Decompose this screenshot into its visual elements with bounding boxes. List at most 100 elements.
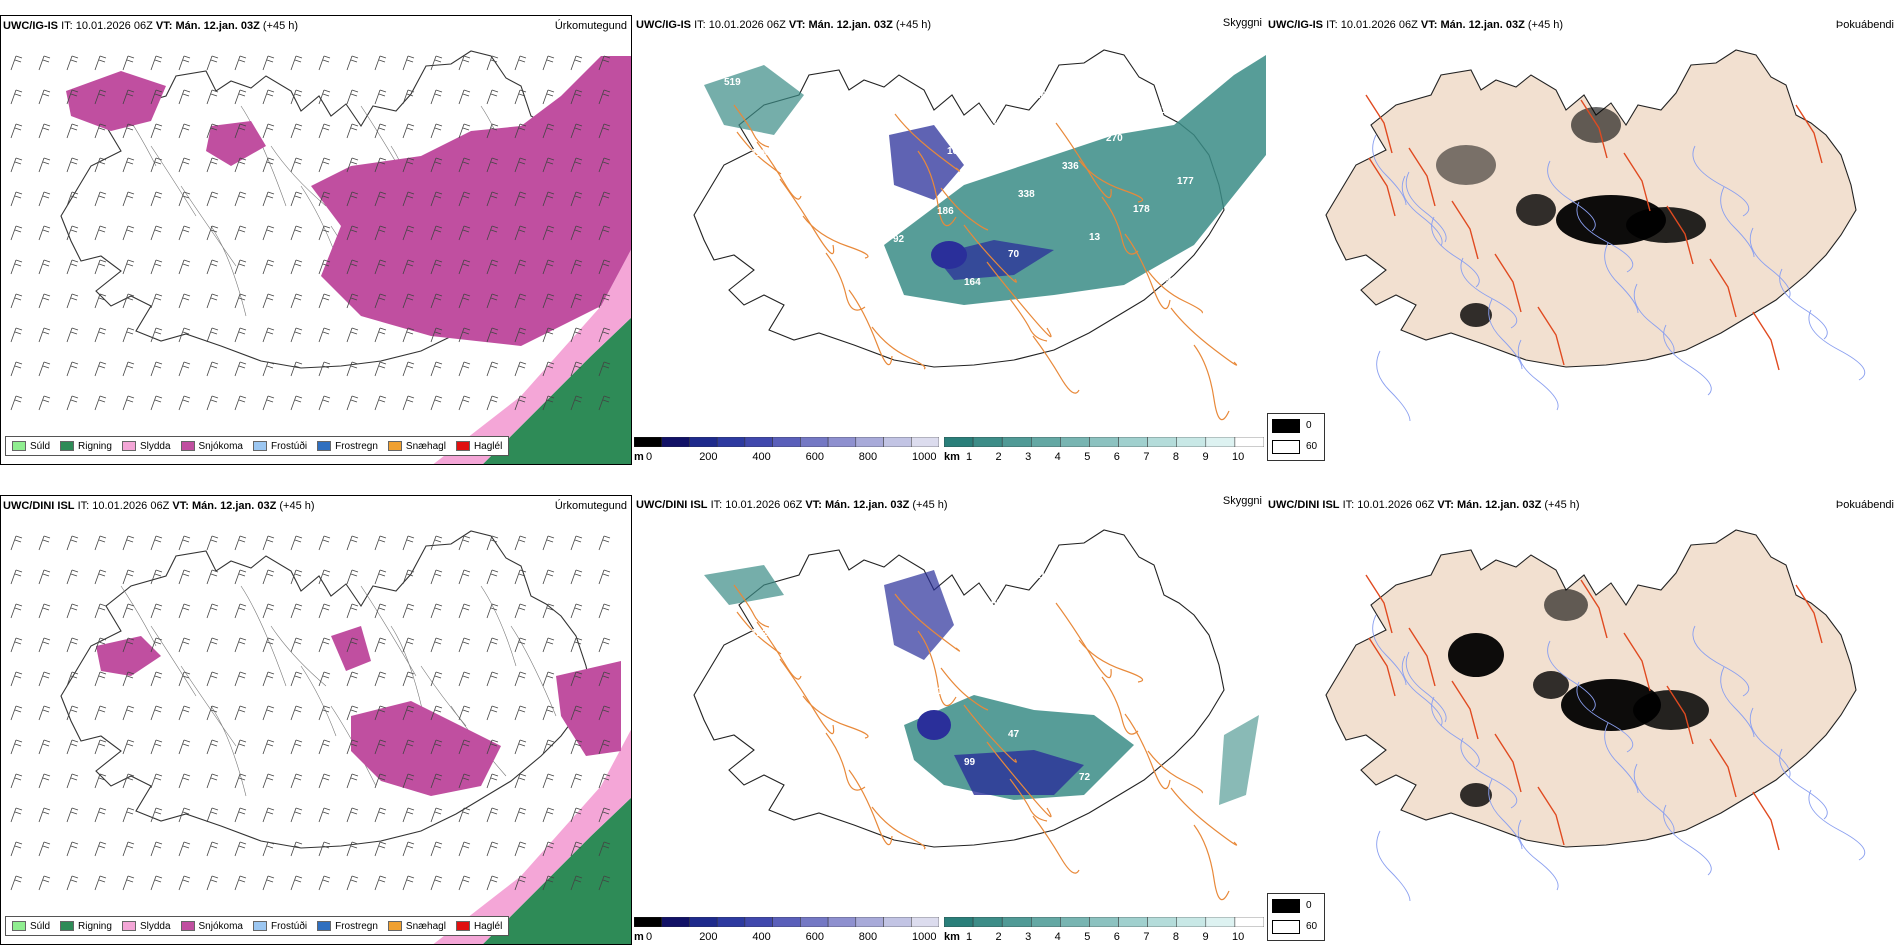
wind-barb-flag [99, 259, 107, 263]
wind-barb-staff [402, 361, 409, 377]
wind-barb-flag [462, 539, 470, 543]
legend-label: Slydda [139, 920, 171, 932]
wind-barb [542, 841, 555, 857]
wind-barb-flag [71, 89, 79, 93]
wind-barb-staff [598, 395, 605, 411]
wind-barb-staff [94, 157, 101, 173]
wind-barb-staff [234, 55, 241, 71]
wind-barb-staff [290, 327, 297, 343]
wind-barb-flag [126, 879, 134, 883]
wind-barb [38, 293, 51, 309]
wind-barb-flag [406, 331, 414, 335]
wind-barb-flag [210, 161, 218, 165]
wind-barb-flag [266, 743, 274, 747]
colorbar-unit: m [634, 931, 644, 943]
terrain-line [150, 625, 197, 697]
wind-barb-staff [290, 739, 297, 755]
wind-barb-staff [598, 773, 605, 789]
wind-barb-flag [379, 259, 387, 263]
wind-barb-staff [262, 191, 269, 207]
wind-barb-flag [154, 845, 162, 849]
road [1368, 637, 1396, 697]
wind-barb [346, 739, 359, 755]
road [871, 326, 926, 370]
wind-barb-flag [351, 361, 359, 365]
wind-barb-flag [575, 327, 583, 331]
wind-barb-staff [10, 225, 17, 241]
wind-barb [66, 89, 79, 105]
wind-barb-staff [458, 841, 465, 857]
wind-barb-staff [122, 773, 129, 789]
wind-barb-flag [155, 191, 163, 195]
wind-barb-staff [178, 875, 185, 891]
wind-barb-flag [126, 331, 134, 335]
wind-barb-flag [463, 807, 471, 811]
wind-barb-flag [238, 675, 246, 679]
wind-barb-flag [126, 161, 134, 165]
wind-barb [514, 123, 527, 139]
wind-barb-flag [462, 195, 470, 199]
wind-barb-flag [574, 709, 582, 713]
wind-barb-flag [574, 297, 582, 301]
wind-barb-flag [322, 297, 330, 301]
wind-barb-staff [94, 875, 101, 891]
wind-barb-flag [267, 225, 275, 229]
wind-barb-staff [234, 705, 241, 721]
wind-barb-flag [210, 879, 218, 883]
wind-barb [262, 841, 275, 857]
wind-barb [94, 773, 107, 789]
wind-barb-flag [70, 743, 78, 747]
wind-barb-flag [183, 535, 191, 539]
wind-barb-flag [378, 539, 386, 543]
river [1372, 134, 1407, 206]
wind-barb-flag [127, 535, 135, 539]
wind-barb-flag [154, 59, 162, 63]
wind-barb-flag [490, 263, 498, 267]
wind-barb-flag [211, 259, 219, 263]
wind-barb-staff [374, 603, 381, 619]
wind-barb-flag [490, 93, 498, 97]
wind-barb-flag [490, 331, 498, 335]
wind-barb [66, 225, 79, 241]
wind-barb-flag [43, 875, 51, 879]
wind-barb [374, 293, 387, 309]
wind-barb [318, 773, 331, 789]
wind-barb-flag [547, 637, 555, 641]
wind-barb-flag [239, 603, 247, 607]
wind-barb-flag [294, 297, 302, 301]
wind-barb-flag [294, 263, 302, 267]
wind-barb-flag [294, 811, 302, 815]
wind-barb-flag [462, 263, 470, 267]
wind-barb-staff [458, 569, 465, 585]
wind-barb [486, 637, 499, 653]
wind-barb-flag [435, 225, 443, 229]
wind-barb-staff [66, 55, 73, 71]
wind-barb-flag [351, 327, 359, 331]
wind-barb-flag [182, 229, 190, 233]
visibility-km-area [1219, 715, 1259, 805]
wind-barb-flag [182, 365, 190, 369]
wind-barb-staff [430, 293, 437, 309]
wind-barb [346, 637, 359, 653]
wind-barb-flag [351, 123, 359, 127]
wind-barb-flag [323, 123, 331, 127]
wind-barb-flag [463, 841, 471, 845]
wind-barb-flag [43, 807, 51, 811]
terrain-line [510, 625, 557, 717]
wind-barb-flag [518, 399, 526, 403]
wind-barb-flag [266, 127, 274, 131]
terrain-line [300, 665, 337, 737]
wind-barb [430, 191, 443, 207]
wind-barb-flag [183, 157, 191, 161]
wind-barb-flag [127, 157, 135, 161]
wind-barb-flag [183, 773, 191, 777]
wind-barb-flag [407, 327, 415, 331]
wind-barb [178, 293, 191, 309]
wind-barb-staff [206, 807, 213, 823]
wind-barb-flag [435, 293, 443, 297]
colorbar-tick: 2 [995, 931, 1002, 943]
wind-barb-flag [518, 161, 526, 165]
river [1376, 350, 1411, 422]
road [825, 732, 866, 791]
wind-barb [178, 671, 191, 687]
